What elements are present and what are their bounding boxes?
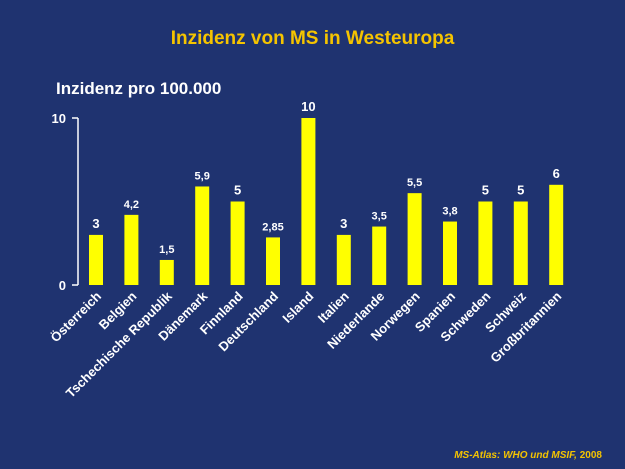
bar-11 — [478, 201, 493, 285]
data-label-8: 3,5 — [372, 211, 387, 223]
chart-title: Inzidenz von MS in Westeuropa — [170, 28, 455, 49]
category-label-6: Island — [279, 288, 316, 325]
bar-9 — [407, 193, 422, 285]
y-axis-label: Inzidenz pro 100.000 — [56, 79, 222, 98]
data-label-3: 5,9 — [195, 170, 210, 182]
bar-10 — [443, 221, 457, 285]
bar-0 — [89, 234, 103, 285]
bar-13 — [549, 184, 564, 285]
data-label-1: 4,2 — [124, 199, 139, 211]
data-label-2: 1,5 — [159, 244, 174, 256]
bar-5 — [266, 237, 280, 285]
source-text: MS-Atlas: WHO und MSIF, — [454, 450, 577, 461]
bar-6 — [301, 118, 316, 285]
data-label-5: 2,85 — [262, 221, 283, 233]
y-tick-label-10: 10 — [52, 111, 66, 126]
bar-1 — [124, 214, 139, 285]
source-note: MS-Atlas: WHO und MSIF, 2008 — [454, 450, 602, 461]
bar-7 — [336, 234, 351, 285]
bar-8 — [372, 226, 387, 285]
data-label-7: 3 — [340, 216, 347, 231]
data-label-9: 5,5 — [407, 177, 422, 189]
data-label-4: 5 — [234, 183, 241, 198]
data-label-13: 6 — [553, 166, 560, 181]
category-label-0: Österreich — [48, 288, 105, 345]
y-tick-label-0: 0 — [59, 278, 66, 293]
bar-12 — [513, 201, 528, 285]
data-label-0: 3 — [92, 216, 99, 231]
data-label-10: 3,8 — [442, 206, 457, 218]
bar-4 — [230, 201, 245, 285]
data-label-11: 5 — [482, 183, 489, 198]
bar-3 — [195, 186, 210, 285]
source-year: 2008 — [576, 450, 602, 461]
data-label-6: 10 — [301, 99, 315, 114]
data-label-12: 5 — [517, 183, 524, 198]
bar-2 — [159, 259, 174, 285]
